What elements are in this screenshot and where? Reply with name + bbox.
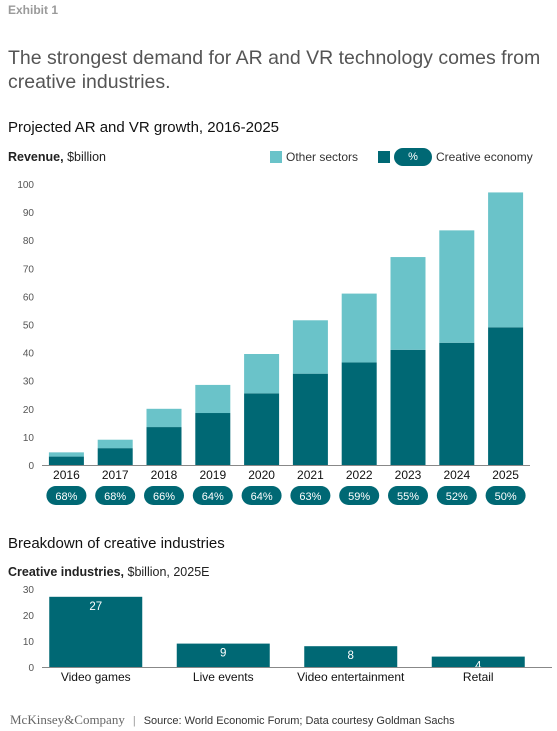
chart1-xtick-label: 2016 (53, 468, 80, 482)
chart2-ytick-label: 20 (23, 611, 35, 622)
bar-creative-economy (439, 342, 475, 465)
share-pill-label: 50% (495, 491, 517, 503)
chart1-ytick-label: 90 (23, 208, 35, 219)
share-pill (485, 486, 526, 505)
share-pill-label: 68% (104, 491, 126, 503)
bar-value-label: 4 (475, 661, 482, 673)
chart2-xtick-label: Video games (61, 670, 131, 684)
share-pill (144, 486, 184, 505)
bar-creative-economy (48, 456, 84, 465)
bar-other-sectors (292, 320, 328, 374)
share-pill-label: 52% (446, 491, 468, 503)
share-pill-label: 59% (348, 491, 370, 503)
chart2-xtick-label: Retail (463, 670, 494, 684)
chart1-xtick-label: 2023 (395, 468, 422, 482)
bar-other-sectors (97, 439, 133, 449)
bar-creative-economy (146, 427, 182, 465)
chart1-ytick-label: 70 (23, 264, 35, 275)
chart1-xtick-label: 2017 (102, 468, 129, 482)
chart1-axis-label: Revenue, $billion (8, 150, 106, 164)
bar-creative-industry (431, 656, 525, 667)
bar-creative-economy (390, 349, 426, 465)
chart1-plot: 0 10 20 30 40 50 60 70 80 90 100 2016 68% 2017 68% 2018… (17, 180, 530, 505)
share-pill-label: 66% (153, 491, 175, 503)
chart2-axis-label-unit: $billion, 2025E (124, 565, 210, 579)
legend-swatch-creative (378, 151, 390, 163)
bar-creative-economy (341, 362, 377, 465)
bar-other-sectors (488, 192, 524, 328)
chart1-ytick-label: 10 (23, 433, 35, 444)
bar-other-sectors (195, 384, 231, 414)
legend-swatch-other (270, 151, 282, 163)
share-pill-label: 64% (202, 491, 224, 503)
chart1-title: Projected AR and VR growth, 2016-2025 (8, 119, 280, 136)
share-pill (192, 486, 233, 505)
bar-creative-economy (244, 393, 280, 465)
chart1-ytick-label: 20 (23, 405, 35, 416)
share-pill (95, 486, 136, 505)
chart1-ytick-label: 30 (23, 377, 35, 388)
bar-value-label: 27 (89, 601, 102, 613)
chart2-plot: 0 10 20 30 27 Video games 9 Live events 8 Video e… (23, 585, 552, 684)
chart1-xtick-label: 2025 (492, 468, 519, 482)
bar-other-sectors (390, 257, 426, 350)
chart1-xtick-label: 2024 (443, 468, 470, 482)
bar-creative-economy (97, 448, 133, 465)
legend-pill-percent: % (394, 148, 432, 166)
chart2-xtick-label: Live events (193, 670, 254, 684)
footer-separator: | (132, 715, 136, 727)
chart1-xtick-label: 2018 (151, 468, 178, 482)
chart1-ytick-label: 60 (23, 292, 35, 303)
legend-label-other: Other sectors (286, 150, 359, 164)
bar-other-sectors (439, 230, 475, 343)
share-pill-label: 64% (251, 491, 273, 503)
chart1-xtick-label: 2022 (346, 468, 373, 482)
chart1-xtick-label: 2020 (248, 468, 275, 482)
share-pill-label: 68% (55, 491, 77, 503)
chart2-ytick-label: 10 (23, 637, 35, 648)
chart2-axis-label-bold: Creative industries, (8, 565, 125, 579)
share-pill (436, 486, 477, 505)
chart1-ytick-label: 80 (23, 236, 35, 247)
chart2-ytick-label: 0 (28, 663, 34, 674)
bar-creative-economy (292, 373, 328, 465)
chart2-axis-label: Creative industries, $billion, 2025E (8, 565, 210, 579)
chart1-legend: Other sectors % Creative economy (270, 148, 550, 168)
bar-creative-industry (176, 643, 270, 667)
chart1-axis-label-bold: Revenue, (8, 150, 64, 164)
bar-other-sectors (244, 354, 280, 394)
share-pill (339, 486, 380, 505)
share-pill (388, 486, 428, 505)
chart1-ytick-label: 50 (23, 321, 35, 332)
share-pill-label: 63% (299, 491, 321, 503)
chart2-title: Breakdown of creative industries (8, 535, 225, 552)
share-pill-label: 55% (397, 491, 419, 503)
headline: The strongest demand for AR and VR techn… (8, 47, 541, 93)
bar-other-sectors (341, 293, 377, 363)
bar-creative-economy (195, 413, 231, 465)
bar-creative-economy (488, 327, 524, 465)
source-note: Source: World Economic Forum; Data court… (143, 715, 455, 727)
chart2-xtick-label: Video entertainment (297, 670, 405, 684)
exhibit-label: Exhibit 1 (8, 3, 59, 17)
legend-label-creative: Creative economy (436, 150, 533, 164)
chart1-ytick-label: 40 (23, 349, 35, 360)
bar-other-sectors (146, 408, 182, 428)
bar-other-sectors (48, 452, 84, 457)
chart1-ytick-label: 100 (17, 180, 34, 191)
share-pill (241, 486, 282, 505)
footer: McKinsey&Company | Source: World Economic … (10, 712, 455, 728)
share-pill (290, 486, 331, 505)
mckinsey-logo: McKinsey&Company (10, 712, 125, 727)
bar-value-label: 9 (220, 648, 226, 660)
chart2-ytick-label: 30 (23, 585, 35, 596)
chart1-ytick-label: 0 (28, 461, 34, 472)
chart1-xtick-label: 2021 (297, 468, 324, 482)
chart1-axis-label-unit: $billion (63, 150, 106, 164)
bar-creative-industry (304, 646, 398, 667)
share-pill (46, 486, 87, 505)
chart1-xtick-label: 2019 (199, 468, 226, 482)
bar-value-label: 8 (348, 650, 354, 662)
bar-creative-industry (49, 596, 143, 667)
